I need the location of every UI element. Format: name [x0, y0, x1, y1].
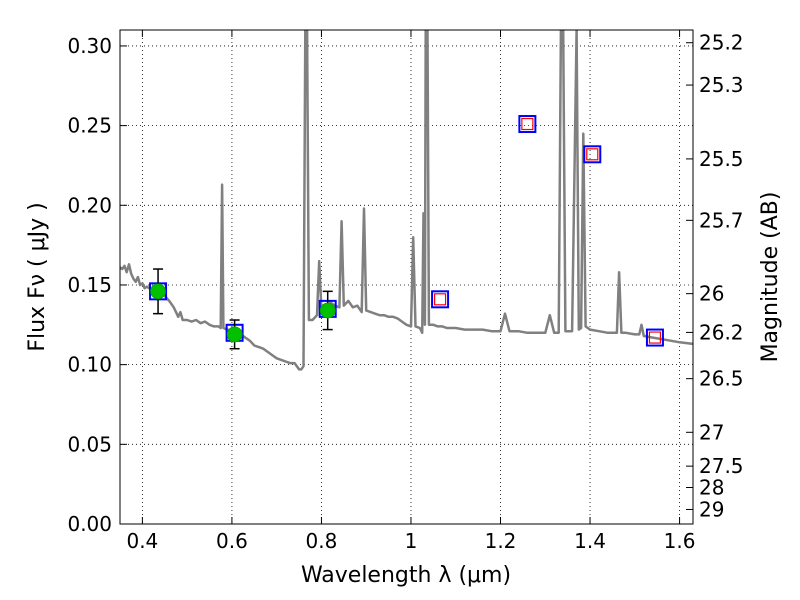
upper-limit-square: [648, 331, 662, 344]
spectrum-line: [120, 30, 693, 371]
x-tick-label: 1: [405, 529, 418, 553]
observed-photometry-point: [319, 302, 336, 319]
right-tick-label: 27: [699, 420, 724, 444]
right-tick-label: 26.5: [699, 367, 744, 391]
right-tick-label: 25.2: [699, 31, 744, 55]
plot-frame: [119, 29, 694, 525]
model-photometry-square: [431, 290, 450, 309]
x-tick-label: 0.4: [126, 529, 158, 553]
x-tick-label: 1.4: [574, 529, 606, 553]
observed-photometry-point: [150, 283, 166, 300]
right-axis-label: Magnitude (AB): [758, 192, 783, 363]
x-axis-label: Wavelength λ (μm): [301, 563, 511, 588]
right-tick-label: 26: [699, 282, 724, 306]
right-tick-label: 25.5: [699, 147, 744, 171]
right-tick-label: 25.7: [699, 208, 744, 232]
photometry-points: [149, 115, 664, 350]
model-spectrum: [120, 30, 693, 371]
model-photometry-square: [645, 328, 664, 347]
right-tick-label: 25.3: [699, 73, 744, 97]
y-tick-label: 0.20: [67, 193, 112, 217]
right-tick-label: 29: [699, 497, 724, 521]
model-photometry-square: [583, 145, 602, 164]
x-tick-label: 1.6: [664, 529, 696, 553]
y-tick-label: 0.00: [67, 512, 112, 536]
y-tick-label: 0.05: [67, 432, 112, 456]
x-tick-label: 0.6: [216, 529, 248, 553]
right-tick-label: 27.5: [699, 454, 744, 478]
axis-ticks: 0.4 0.6 0.8 1 1.2 1.4 1.6 0.00 0.05 0.10 0.15 0.20 0…: [67, 30, 744, 553]
y-tick-label: 0.25: [67, 114, 112, 138]
y-tick-label: 0.30: [67, 34, 112, 58]
model-photometry-square: [518, 115, 537, 134]
upper-limit-square: [586, 148, 599, 161]
x-tick-label: 1.2: [485, 529, 517, 553]
right-tick-label: 28: [699, 475, 724, 499]
y-tick-label: 0.15: [67, 273, 112, 297]
upper-limit-square: [433, 293, 447, 306]
observed-photometry-point: [226, 326, 243, 343]
y-tick-label: 0.10: [67, 353, 112, 377]
right-tick-label: 26.2: [699, 320, 744, 344]
grid-lines: [120, 30, 693, 525]
x-tick-label: 0.8: [306, 529, 338, 553]
upper-limit-square: [521, 117, 534, 131]
y-axis-label: Flux Fν ( μJy ): [25, 202, 50, 351]
